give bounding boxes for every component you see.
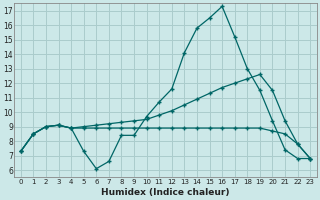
X-axis label: Humidex (Indice chaleur): Humidex (Indice chaleur) — [101, 188, 230, 197]
